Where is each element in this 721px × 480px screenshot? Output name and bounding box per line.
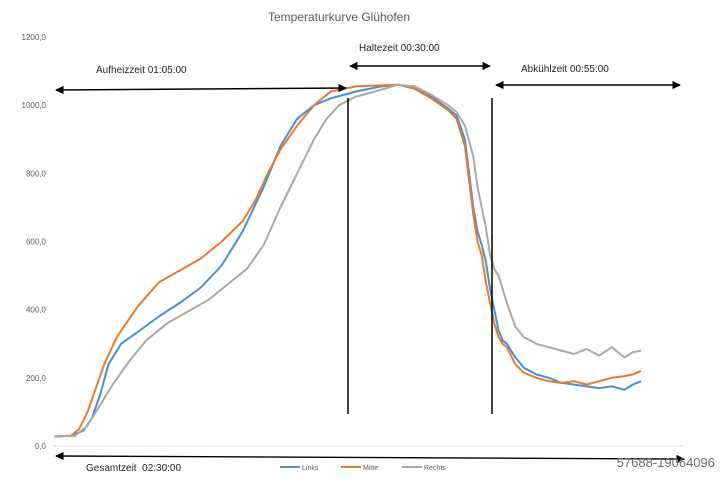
heat-arrow — [55, 83, 347, 95]
total-label: Gesamtzeit 02:30:00 — [86, 463, 181, 474]
legend: Links Mitte Rechts — [280, 465, 446, 472]
watermark-text: 57688-19064096 — [616, 455, 715, 470]
y-tick-label: 600,0 — [26, 238, 47, 247]
hold-label: Haltezeit 00:30:00 — [359, 43, 440, 54]
y-tick-label: 800,0 — [26, 169, 47, 178]
series-group — [53, 83, 642, 438]
y-tick-label: 400,0 — [26, 306, 47, 315]
series-line-mitte — [53, 83, 642, 438]
y-tick-label: 200,0 — [26, 374, 47, 383]
y-tick-label: 1200,0 — [22, 33, 47, 42]
cool-label: Abkühlzeit 00:55:00 — [521, 64, 609, 75]
y-axis-ticks: 0,0 200,0 400,0 600,0 800,0 1000,0 1200,0 — [22, 33, 47, 451]
total-arrow — [55, 451, 685, 464]
chart-title: Temperaturkurve Glühofen — [268, 10, 410, 24]
series-line-rechts — [53, 83, 642, 438]
heat-label: Aufheizzeit 01:05:00 — [96, 65, 187, 76]
legend-label-mitte: Mitte — [363, 465, 378, 472]
legend-label-rechts: Rechts — [424, 465, 446, 472]
y-tick-label: 1000,0 — [22, 101, 47, 110]
legend-label-links: Links — [302, 465, 319, 472]
series-line-links — [53, 83, 642, 438]
y-tick-label: 0,0 — [35, 442, 47, 451]
